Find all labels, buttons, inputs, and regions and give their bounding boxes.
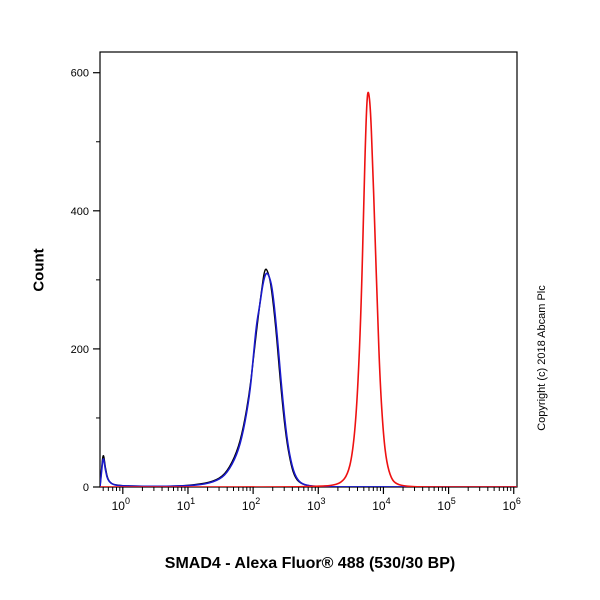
y-tick-label: 200 (71, 344, 89, 356)
series-sample-red (100, 91, 517, 487)
plot-border (99, 51, 518, 488)
x-tick-label: 100 (112, 496, 130, 513)
chart-title: SMAD4 - Alexa Fluor® 488 (530/30 BP) (164, 555, 456, 572)
x-tick-label: 104 (372, 496, 390, 513)
series-sample-blue (100, 272, 517, 487)
x-tick-label: 102 (242, 496, 260, 513)
x-tick-label: 105 (437, 496, 455, 513)
x-tick-label: 106 (503, 496, 521, 513)
y-tick-label: 400 (71, 206, 89, 218)
series-control-black (100, 268, 517, 487)
y-tick-label: 0 (83, 482, 89, 494)
y-axis-label: Count (30, 248, 48, 292)
copyright-text: Copyright (c) 2018 Abcam Plc (536, 285, 548, 431)
y-tick-label: 600 (71, 68, 89, 80)
x-tick-label: 103 (307, 496, 325, 513)
x-tick-label: 101 (177, 496, 195, 513)
